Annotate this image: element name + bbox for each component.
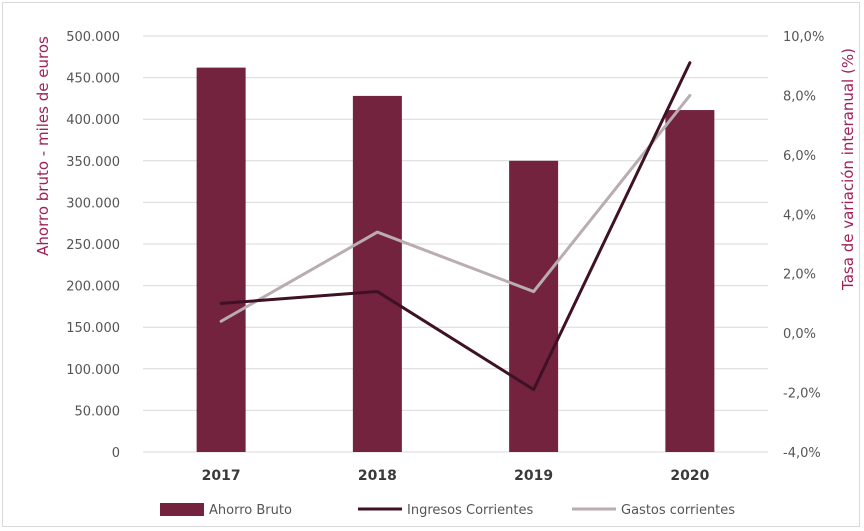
legend: Ahorro Bruto Ingresos Corrientes Gastos co… xyxy=(160,503,735,518)
legend-swatch xyxy=(160,503,204,516)
left-axis-ticks: 0 50.000 100.000 150.000 200.000 250.000 300.0… xyxy=(66,30,120,461)
right-axis-ticks: -4,0% -2,0% 0,0% 2,0% 4,0% 6,0% 8,0% 10,0% xyxy=(783,30,824,461)
left-axis-label: Ahorro bruto - miles de euros xyxy=(34,36,52,256)
legend-label: Gastos corrientes xyxy=(621,503,735,518)
series-line xyxy=(219,93,692,323)
left-tick-label: 50.000 xyxy=(75,404,121,419)
left-tick-label: 500.000 xyxy=(66,30,120,45)
bar xyxy=(509,160,559,453)
left-tick-label: 100.000 xyxy=(66,363,120,378)
right-tick-label: 6,0% xyxy=(783,149,816,164)
left-tick-label: 300.000 xyxy=(66,196,120,211)
legend-label: Ahorro Bruto xyxy=(209,503,292,518)
category-tick-label: 2020 xyxy=(670,468,709,484)
right-tick-label: -4,0% xyxy=(783,446,821,461)
left-tick-label: 400.000 xyxy=(66,113,120,128)
right-axis-label: Tasa de variación interanual (%) xyxy=(839,48,857,291)
line-series xyxy=(219,61,692,392)
category-axis-ticks: 2017 2018 2019 2020 xyxy=(202,468,710,484)
right-tick-label: 4,0% xyxy=(783,208,816,223)
left-tick-label: 450.000 xyxy=(66,72,120,87)
left-tick-label: 0 xyxy=(112,446,120,461)
bar xyxy=(352,95,402,453)
left-tick-label: 150.000 xyxy=(66,321,120,336)
right-tick-label: 0,0% xyxy=(783,327,816,342)
left-tick-label: 250.000 xyxy=(66,238,120,253)
category-tick-label: 2017 xyxy=(202,468,241,484)
right-tick-label: -2,0% xyxy=(783,387,821,402)
legend-label: Ingresos Corrientes xyxy=(407,503,533,518)
category-tick-label: 2018 xyxy=(358,468,397,484)
bar-series xyxy=(196,67,715,453)
right-tick-label: 10,0% xyxy=(783,30,824,45)
left-tick-label: 200.000 xyxy=(66,280,120,295)
left-tick-label: 350.000 xyxy=(66,155,120,170)
series-line xyxy=(219,61,692,392)
right-tick-label: 2,0% xyxy=(783,268,816,283)
bar xyxy=(665,110,715,452)
right-tick-label: 8,0% xyxy=(783,89,816,104)
bar xyxy=(196,67,246,452)
category-tick-label: 2019 xyxy=(514,468,553,484)
